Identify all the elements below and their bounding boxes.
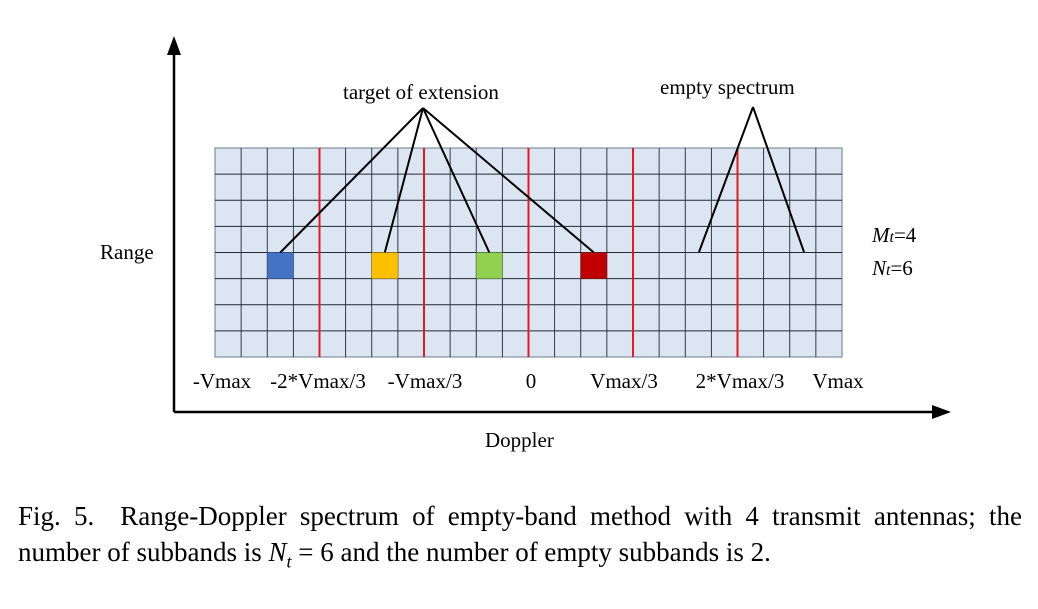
target-square-blue [267,252,294,279]
empty-pointer-line [752,106,805,253]
doppler-tick-labels: -Vmax -2*Vmax/3 -Vmax/3 0 Vmax/3 2*Vmax/3 Vmax [193,369,864,393]
x-axis-label: Doppler [485,428,554,452]
doppler-tick-label: 2*Vmax/3 [696,369,785,393]
y-axis-arrow-icon [167,36,181,55]
x-axis-arrow-icon [932,405,951,419]
doppler-tick-label: -Vmax [193,369,252,393]
caption-math-symbol: N [268,537,287,567]
subband-dividers [318,148,739,357]
doppler-tick-label: Vmax [812,369,864,393]
param-n: Nt=6 [871,256,913,280]
annotation-empty: empty spectrum [660,75,795,99]
caption-label: Fig. 5. [18,501,95,531]
caption-text-1: Range-Doppler spectrum of empty-band met… [18,501,1022,567]
caption-math-sub: t [286,551,292,572]
target-square-yellow [371,252,398,279]
target-square-red [580,252,607,279]
target-pointer-line [422,107,595,254]
target-square-green [476,252,503,279]
figure-caption: Fig. 5. Range-Doppler spectrum of empty-b… [18,498,1022,579]
param-m: Mt=4 [871,223,917,247]
target-squares [267,252,607,279]
caption-math-rest: = 6 [291,537,334,567]
target-pointer-line [383,107,424,253]
caption-text-2: and the number of empty subbands is 2. [333,537,771,567]
annotation-targets: target of extension [343,80,499,104]
annotation-lines [279,106,805,254]
empty-pointer-line [698,106,754,253]
doppler-tick-label: -Vmax/3 [388,369,463,393]
doppler-tick-label: Vmax/3 [590,369,658,393]
y-axis-label: Range [100,240,154,264]
target-pointer-line [279,107,424,254]
doppler-tick-label: 0 [526,369,537,393]
target-pointer-line [422,107,491,253]
doppler-tick-label: -2*Vmax/3 [270,369,366,393]
